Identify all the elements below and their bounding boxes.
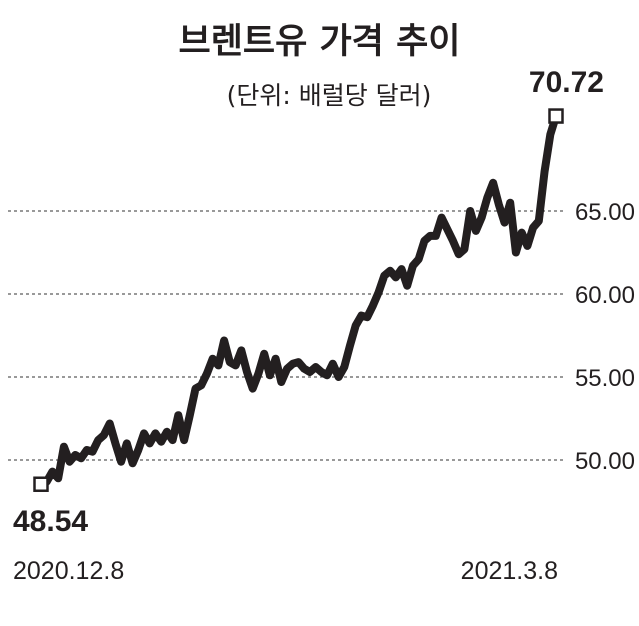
y-tick-label: 55.00 <box>575 365 635 392</box>
y-tick-label: 50.00 <box>575 448 635 475</box>
brent-price-line <box>37 112 560 489</box>
end-point-marker <box>548 108 564 124</box>
y-axis-tick-labels: 50.00 55.00 60.00 65.00 <box>575 199 635 475</box>
start-point-marker <box>33 476 49 492</box>
y-tick-label: 60.00 <box>575 282 635 309</box>
gridlines <box>8 210 566 461</box>
y-tick-label: 65.00 <box>575 199 635 226</box>
start-value-label: 48.54 <box>13 505 88 538</box>
end-value-label: 70.72 <box>529 66 604 99</box>
chart-subtitle: (단위: 배럴당 달러) <box>227 81 432 110</box>
chart-title: 브렌트유 가격 추이 <box>179 22 461 62</box>
x-start-date-label: 2020.12.8 <box>13 557 124 585</box>
x-end-date-label: 2021.3.8 <box>461 557 558 585</box>
